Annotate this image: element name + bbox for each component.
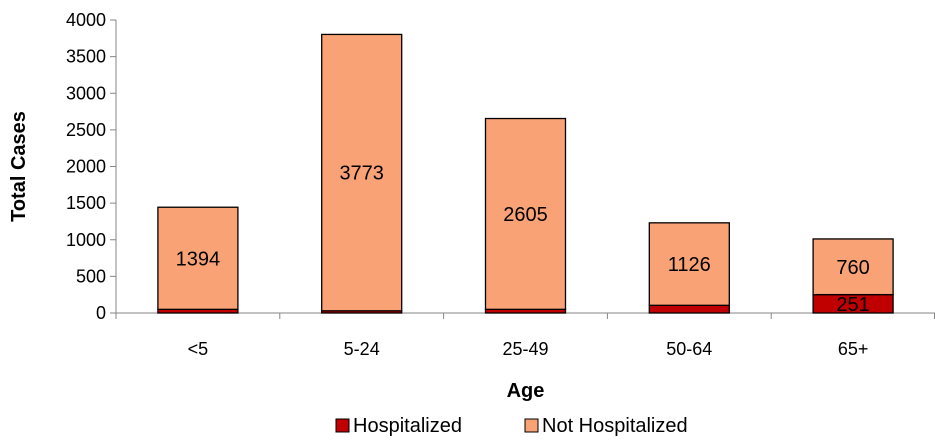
legend-label: Hospitalized xyxy=(353,415,462,437)
y-tick-label: 1000 xyxy=(66,230,106,250)
y-tick-label: 2500 xyxy=(66,120,106,140)
data-label: 251 xyxy=(836,294,869,316)
x-axis-title: Age xyxy=(507,380,545,402)
legend-swatch xyxy=(524,418,539,433)
y-tick-label: 2000 xyxy=(66,157,106,177)
bar-not-hospitalized xyxy=(648,222,730,306)
x-tick-label: 50-64 xyxy=(666,339,712,359)
legend-swatch xyxy=(335,418,350,433)
bar-not-hospitalized xyxy=(157,206,239,310)
legend-label: Not Hospitalized xyxy=(542,415,688,437)
bar-not-hospitalized xyxy=(484,117,567,310)
y-tick-label: 0 xyxy=(96,303,106,323)
bar-hospitalized xyxy=(648,304,730,314)
y-tick-label: 500 xyxy=(76,266,106,286)
x-tick-label: 65+ xyxy=(838,339,869,359)
x-tick-label: <5 xyxy=(188,339,209,359)
bar-not-hospitalized xyxy=(321,33,403,312)
bar-not-hospitalized xyxy=(812,238,894,296)
data-labels: 1394 3773 2605 1126 251 760 xyxy=(176,163,870,316)
x-tick-label: 5-24 xyxy=(344,339,380,359)
y-axis: 0 500 1000 1500 2000 2500 3000 3500 4000 xyxy=(66,10,117,323)
data-label: 1126 xyxy=(668,254,711,276)
y-tick-label: 3500 xyxy=(66,47,106,67)
y-tick-label: 3000 xyxy=(66,83,106,103)
bars xyxy=(157,33,894,314)
x-axis: <5 5-24 25-49 50-64 65+ xyxy=(115,312,935,359)
y-axis-title: Total Cases xyxy=(8,111,30,222)
y-tick-label: 1500 xyxy=(66,193,106,213)
y-tick-label: 4000 xyxy=(66,10,106,30)
legend: Hospitalized Not Hospitalized xyxy=(335,415,688,437)
data-label: 2605 xyxy=(503,204,548,226)
data-label: 3773 xyxy=(339,163,384,185)
data-label: 1394 xyxy=(176,248,221,270)
x-tick-label: 25-49 xyxy=(502,339,548,359)
data-label: 760 xyxy=(836,257,869,279)
